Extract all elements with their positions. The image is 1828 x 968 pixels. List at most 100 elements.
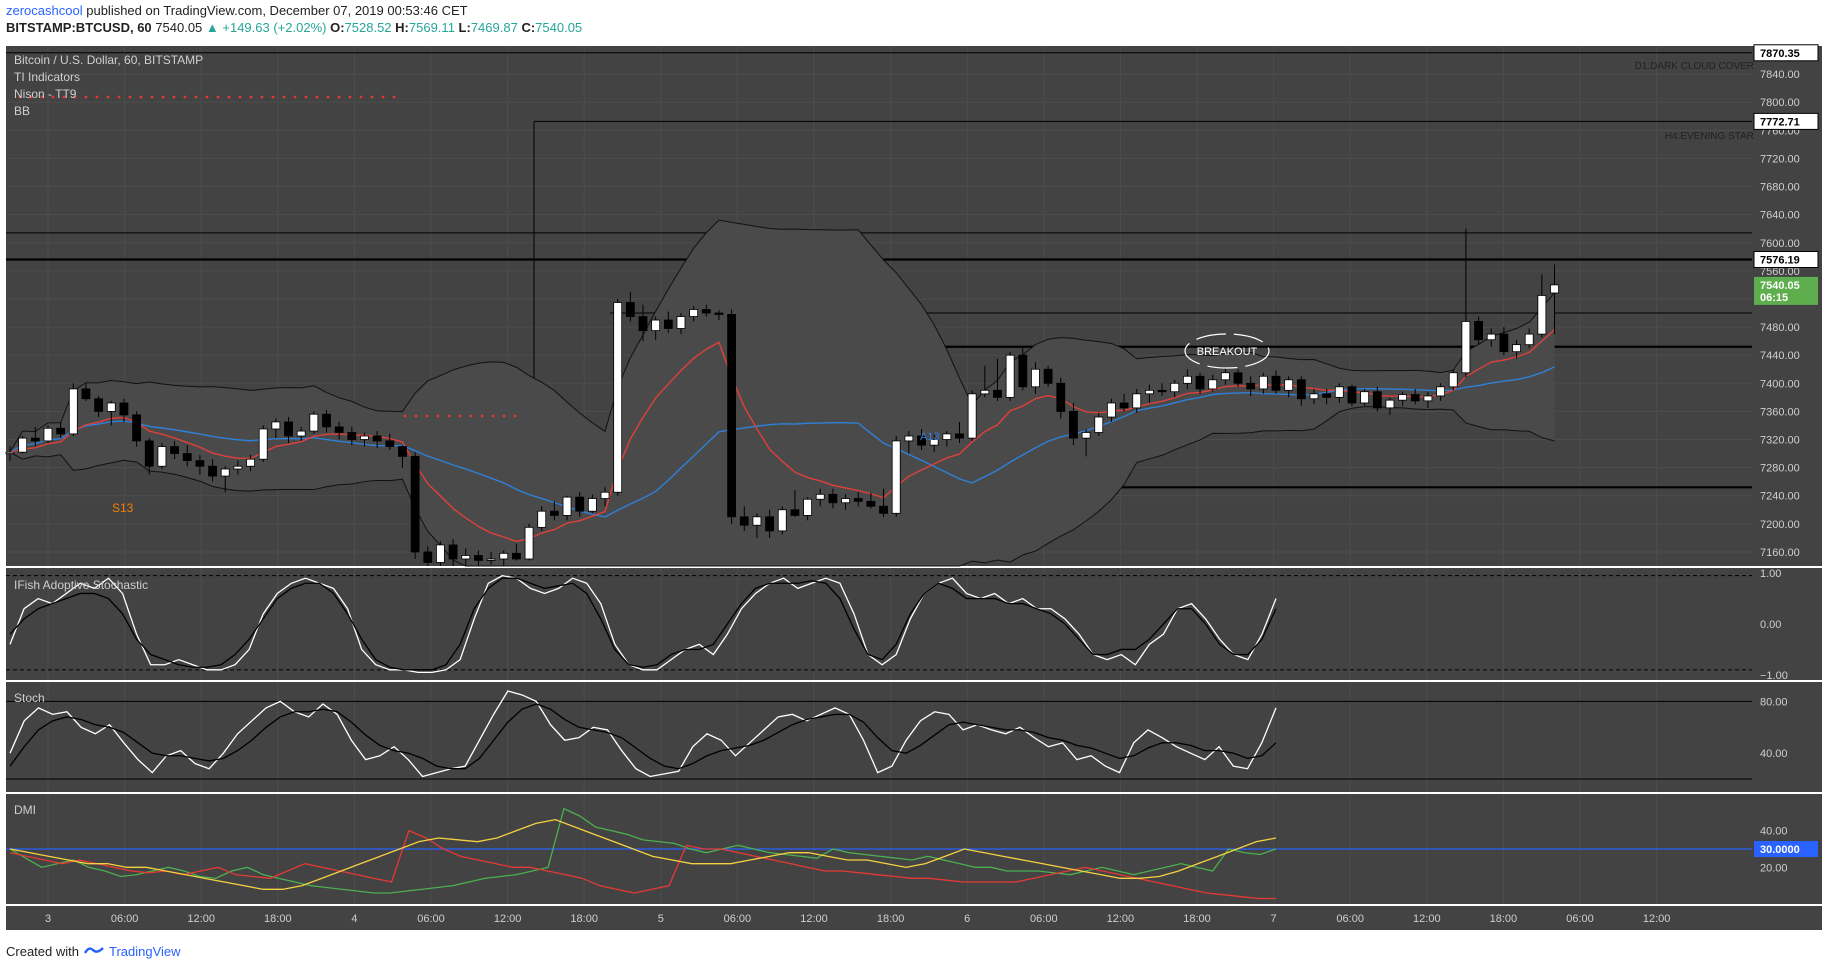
price-label-text: 7576.19 [1760,254,1800,266]
tt9-dot [29,95,33,99]
candle-body [1271,375,1281,391]
price-tick-label: 7360.00 [1760,406,1800,418]
pane-title-ifish: IFish Adoptive Stochastic [14,578,148,592]
chart-header: zerocashcool published on TradingView.co… [6,3,1822,39]
time-tick-label: 06:00 [417,913,445,925]
price-tick-label: 7400.00 [1760,378,1800,390]
candle-body [1524,333,1534,346]
ifish-series-line [9,577,1277,671]
candle-body [182,453,192,461]
candle-body [676,316,686,329]
candle-body [499,552,509,560]
tt9-dot [326,95,330,99]
candle-body [309,413,319,432]
candle-body [993,389,1002,398]
footer: Created with TradingView [6,940,181,962]
candle-body [1132,393,1142,409]
tt9-dot [403,414,407,418]
candle-body [917,435,926,446]
price-tick-label: 7720.00 [1760,153,1800,165]
legend-indicator-nison: Nison - TT9 [14,87,77,101]
candle-body [119,402,129,416]
candle-body [1195,375,1205,390]
time-tick-label: 06:00 [724,913,752,925]
candle-body [258,428,268,460]
tt9-dot [95,95,99,99]
open-label: O: [330,20,345,35]
time-tick-label: 6 [964,913,970,925]
candle-body [1005,354,1015,398]
tt9-dot [359,95,363,99]
candle-body [891,440,901,514]
price-tick-label: 7600.00 [1760,238,1800,250]
time-tick-label: 18:00 [1490,913,1518,925]
candle-body [1258,375,1268,390]
bollinger-lower-line [9,406,1555,567]
candle-body [777,509,787,532]
candle-body [132,414,142,442]
tt9-dot [161,95,165,99]
annotation-dark-cloud: D1:DARK CLOUD COVER [1635,61,1754,72]
tt9-dot [315,95,319,99]
candle-body [587,498,597,512]
candle-body [436,544,445,563]
tt9-dot [84,95,88,99]
tt9-dot [381,95,385,99]
candle-body [714,312,724,315]
candle-body [600,491,610,499]
candle-body [144,440,154,467]
tt9-dot [183,95,187,99]
time-tick-label: 18:00 [1183,913,1211,925]
tt9-dot [337,95,341,99]
dmi-level-label-box [1754,841,1818,857]
price-tick-label: 7320.00 [1760,435,1800,447]
candle-body [841,498,850,504]
candle-body [904,435,914,442]
ifish-tick-label: 1.00 [1760,568,1781,580]
tt9-dot [227,95,231,99]
candle-body [1031,368,1040,388]
tt9-dot [150,95,154,99]
bollinger-upper-line [9,219,1555,453]
tt9-dot [51,95,55,99]
candle-body [1246,382,1256,390]
time-tick-label: 06:00 [1336,913,1364,925]
candle-body [1284,379,1294,391]
candle-body [689,309,699,317]
time-tick-label: 12:00 [494,913,522,925]
candle-body [1208,379,1218,390]
tt9-dot [392,95,396,99]
candle-body [5,451,15,454]
candle-body [980,389,990,395]
high-label: H: [395,20,409,35]
candle-body [1018,354,1028,388]
candle-body [638,316,648,331]
candle-body [461,555,471,560]
time-tick-label: 12:00 [187,913,215,925]
price-tick-label: 7240.00 [1760,491,1800,503]
tt9-dot [370,95,374,99]
time-tick-label: 06:00 [1030,913,1058,925]
close-label: C: [521,20,536,35]
ohlc-line: BITSTAMP:BTCUSD, 60 7540.05 ▲ +149.63 (+… [6,20,1822,35]
candle-body [1347,386,1357,404]
tradingview-link[interactable]: TradingView [108,943,181,959]
candle-body [81,388,91,400]
tt9-dot [106,95,110,99]
author-link[interactable]: zerocashcool [6,3,83,18]
candle-body [372,435,382,442]
candle-body [1385,399,1395,409]
pane-title-dmi: DMI [14,803,36,817]
candle-body [284,421,293,437]
dmi-series-line [9,807,1277,894]
ifish-tick-label: −1.00 [1760,670,1788,682]
tt9-dot [40,95,44,99]
candle-body [1322,393,1332,398]
candle-body [208,465,217,477]
annotation-evening-star: H4:EVENING STAR [1665,131,1754,142]
created-with-text: Created with [6,943,79,959]
legend-indicator-ti: TI Indicators [14,70,80,84]
tt9-dot [513,414,517,418]
last-price: 7540.05 [155,20,203,35]
